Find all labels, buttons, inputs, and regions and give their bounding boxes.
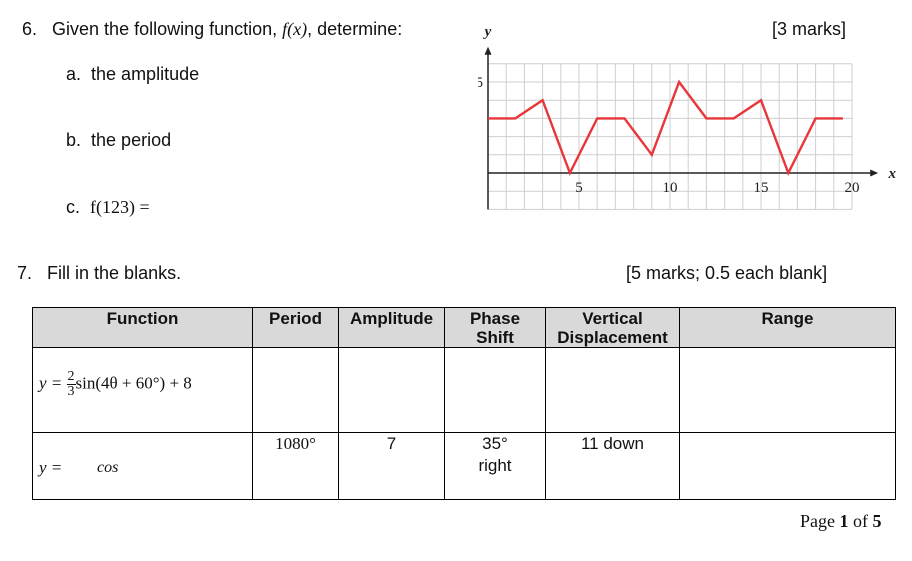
row1-phase-blank[interactable]: [444, 347, 546, 433]
row2-lhs: y =: [39, 458, 63, 477]
header-phase-line1: Phase: [469, 309, 521, 328]
x-axis-arrow: [870, 169, 879, 177]
header-period: Period: [252, 307, 339, 348]
row2-period: 1080°: [252, 432, 339, 500]
q6-prompt-func: f(x): [282, 19, 308, 39]
y-axis-arrow: [484, 46, 492, 55]
page-word: Page: [800, 511, 835, 531]
header-vertical-displacement: Vertical Displacement: [545, 307, 680, 348]
table-row: y = 2 3 sin(4θ + 60°) + 8: [32, 347, 896, 433]
q7-prompt: 7. Fill in the blanks.: [17, 263, 181, 284]
x-axis-label: x: [887, 166, 896, 182]
row1-frac-den: 3: [67, 384, 75, 399]
header-amplitude: Amplitude: [338, 307, 445, 348]
blanks-table: Function Period Amplitude Phase Shift Ve…: [32, 307, 896, 500]
page-current: 1: [839, 511, 849, 531]
row2-phase-line2: right: [478, 456, 512, 475]
q6-part-b: b. the period: [66, 130, 171, 151]
header-phase-shift: Phase Shift: [444, 307, 546, 348]
row2-function-cell[interactable]: y = cos: [32, 432, 253, 500]
header-range: Range: [679, 307, 896, 348]
q6-prompt-pre: Given the following function,: [52, 19, 283, 39]
header-vert-line1: Vertical: [582, 309, 643, 328]
part-letter: b.: [66, 130, 82, 150]
y-axis-label: y: [483, 24, 492, 40]
page-number: Page 1 of 5: [800, 511, 882, 532]
page-of-word: of: [853, 511, 868, 531]
header-vert-line2: Displacement: [557, 328, 668, 347]
data-line: [488, 79, 843, 176]
q6-part-a: a. the amplitude: [66, 64, 199, 85]
q7-marks: [5 marks; 0.5 each blank]: [626, 263, 828, 283]
row1-range-blank[interactable]: [679, 347, 896, 433]
x-tick-label: 20: [845, 180, 860, 196]
part-text: the amplitude: [91, 64, 200, 84]
header-function: Function: [32, 307, 253, 348]
q6-prompt: 6. Given the following function, f(x), d…: [22, 19, 402, 40]
row1-amplitude-blank[interactable]: [338, 347, 445, 433]
function-graph: y x 5 10 15 20 5: [478, 24, 896, 210]
row2-phase: 35° right: [444, 432, 546, 500]
row2-vertical: 11 down: [545, 432, 680, 500]
row2-amplitude: 7: [338, 432, 445, 500]
x-tick-label: 5: [575, 180, 583, 196]
row2-func: cos: [97, 459, 119, 476]
page-total: 5: [872, 511, 882, 531]
q6-marks: [3 marks]: [772, 19, 847, 39]
q7-number: 7.: [17, 263, 33, 283]
y-tick-label: 5: [478, 75, 483, 91]
header-phase-line2: Shift: [476, 328, 514, 347]
row1-function-cell: y = 2 3 sin(4θ + 60°) + 8: [32, 347, 253, 433]
row2-range-blank[interactable]: [679, 432, 896, 500]
row1-rhs: sin(4θ + 60°) + 8: [75, 373, 192, 393]
x-tick-label: 10: [663, 180, 678, 196]
q6-prompt-post: , determine:: [307, 19, 403, 39]
row1-vertical-blank[interactable]: [545, 347, 680, 433]
x-tick-label: 15: [754, 180, 769, 196]
part-text: f(123) =: [90, 197, 150, 217]
row2-phase-line1: 35°: [482, 434, 508, 453]
row1-function: y = 2 3 sin(4θ + 60°) + 8: [39, 370, 192, 399]
row1-period-blank[interactable]: [252, 347, 339, 433]
table-header-row: Function Period Amplitude Phase Shift Ve…: [32, 307, 896, 348]
q7-prompt-text: Fill in the blanks.: [47, 263, 182, 283]
part-letter: c.: [66, 197, 81, 217]
table-row: y = cos 1080° 7 35° right 11 down: [32, 432, 896, 500]
row1-lhs: y =: [39, 373, 63, 393]
part-letter: a.: [66, 64, 82, 84]
row1-frac-num: 2: [66, 369, 76, 385]
part-text: the period: [91, 130, 172, 150]
q6-part-c: c. f(123) =: [66, 197, 150, 218]
q6-number: 6.: [22, 19, 38, 39]
